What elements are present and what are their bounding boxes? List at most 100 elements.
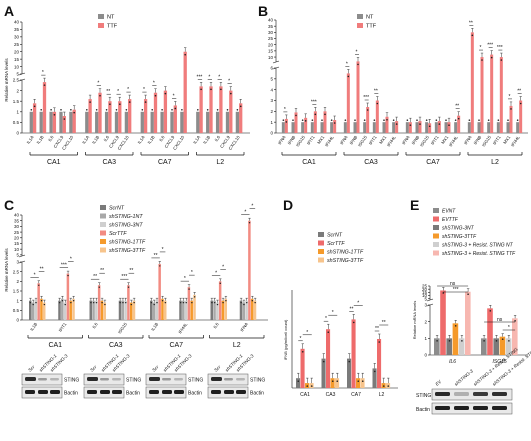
panel-a-sig-label: * (228, 79, 230, 85)
panel-c-group-label: L2 (233, 342, 241, 349)
panel-b-point (354, 119, 356, 121)
panel-b-point (478, 119, 480, 121)
panel-c-legend-label: shSTING-3TTF (109, 248, 146, 254)
panel-b-sig-label: *** (311, 99, 317, 105)
panel-c-point (72, 300, 75, 302)
panel-d-point (310, 385, 313, 387)
panel-b-bar-nt (363, 122, 367, 133)
panel-c-bar (164, 300, 167, 320)
panel-b-y-tick-label: 3 (270, 98, 273, 103)
panel-b-bar-ttf (375, 100, 379, 133)
panel-b-bar-ttf (385, 116, 389, 133)
panel-c-point (93, 301, 95, 304)
panel-a-axis-break-mark (18, 72, 26, 76)
panel-a-point (86, 109, 88, 111)
panel-a-point (236, 109, 239, 111)
panel-e-y-tick-label: 5 (424, 296, 427, 301)
panel-b-bar-ttf (313, 111, 317, 133)
panel-a-sig-label: ** (106, 89, 110, 95)
panel-b-point (409, 124, 412, 126)
panel-b-gene-label: IFIT1 (492, 134, 502, 146)
panel-b-axis-break-mark (272, 60, 280, 64)
panel-b-y-tick-label: 5 (270, 77, 273, 82)
panel-c-point (95, 301, 98, 304)
panel-b-group-label: CA1 (302, 159, 316, 166)
panel-a-gene-label: IL1A (81, 135, 90, 145)
panel-c-point (38, 284, 40, 286)
panel-a-y-tick-label: 1.5 (13, 99, 20, 104)
panel-a-axis-break-mark (18, 78, 26, 82)
panel-b-point (373, 119, 376, 121)
panel-c-y-tick-label: 20 (14, 235, 20, 240)
panel-e-blot-band (492, 406, 507, 410)
panel-c-sig-label: ** (100, 268, 104, 274)
panel-a-sig-label: * (117, 89, 119, 95)
panel-c-y-tick-label: 0 (16, 318, 19, 323)
panel-a-bar-ttf (183, 51, 187, 133)
panel-b-gene-label: MX1 (378, 134, 388, 145)
panel-e-point (467, 293, 469, 296)
panel-e-bar (499, 336, 506, 355)
panel-e-point (495, 340, 498, 342)
panel-a-point (63, 118, 66, 120)
panel-b-point (419, 123, 421, 125)
panel-b-point (471, 34, 474, 37)
panel-a-point (164, 92, 167, 95)
panel-e-bar (440, 290, 446, 355)
panel-b-bar-ttf (304, 117, 308, 133)
panel-a: A 0 0.5 1 1.5 2 2.55 10 15 20 25 30 35 40 Relative mRN… (4, 3, 250, 166)
panel-a-bar-ttf (98, 92, 102, 133)
panel-b-legend-label: TTF (366, 24, 377, 30)
panel-c-blot-band (211, 390, 221, 394)
panel-b-bar-nt (415, 122, 419, 133)
panel-e-legend-swatch (433, 208, 439, 213)
panel-a-y-tick-label: 2 (16, 88, 19, 93)
panel-a-bar-ttf (153, 92, 158, 133)
panel-b-point (301, 119, 304, 121)
panel-a-point (141, 109, 144, 111)
panel-b-sig-label: *** (363, 95, 369, 101)
panel-b-bar-ttf (346, 73, 350, 133)
panel-b-bar-nt (425, 122, 429, 133)
panel-c-sig-label: * (215, 270, 217, 276)
panel-c-bar (250, 298, 254, 320)
panel-b-bar-nt (477, 122, 481, 133)
panel-c-sig-label: * (191, 270, 193, 276)
panel-b-point (376, 102, 379, 105)
panel-b-bar-nt (444, 122, 448, 133)
panel-c-point (125, 301, 127, 304)
panel-e-axis-break-mark (426, 298, 434, 302)
panel-b-bar-ttf (447, 122, 451, 133)
panel-d-bar (296, 378, 301, 388)
panel-b-y-tick-label: 0 (270, 131, 273, 136)
panel-e-bar (446, 338, 452, 355)
panel-e-y-tick-label: 20 (422, 287, 428, 292)
panel-b-bar-ttf (366, 107, 370, 133)
panel-b-point (507, 119, 509, 121)
panel-e-blot-band (435, 392, 450, 396)
panel-b-gene-label: IFNA (339, 135, 349, 146)
panel-b-gene-label: IFNB (473, 135, 483, 146)
panel-c-blot-band (224, 378, 233, 381)
panel-b-bar-ttf (457, 115, 461, 133)
panel-b-point (363, 119, 366, 121)
panel-d-point (357, 380, 360, 383)
panel-c-blot-band (25, 390, 35, 394)
panel-a-y-tick-label: 0.5 (13, 120, 20, 125)
panel-a-y-tick-label: 5 (16, 72, 19, 77)
panel-b-bar-ttf (428, 123, 432, 133)
panel-c-blot-band (100, 390, 110, 394)
panel-b-point (347, 75, 350, 78)
panel-b-sig-label: *** (497, 45, 503, 51)
panel-c-legend-swatch (100, 230, 106, 236)
panel-b-legend-swatch (357, 23, 363, 28)
panel-e-bar (512, 318, 518, 355)
panel-c-bar (40, 298, 43, 320)
panel-b-bar-nt (516, 122, 520, 133)
panel-d-legend-swatch (318, 249, 324, 254)
panel-c-point (225, 300, 227, 302)
panel-c-blot-row-label: Bactin (250, 391, 264, 397)
panel-b-bar-nt (454, 122, 458, 133)
panel-d: D IFNB (pg/ml/cell count) ScrNT ScrTTF shSTI… (283, 197, 398, 398)
panel-e-blot-band (473, 392, 488, 396)
